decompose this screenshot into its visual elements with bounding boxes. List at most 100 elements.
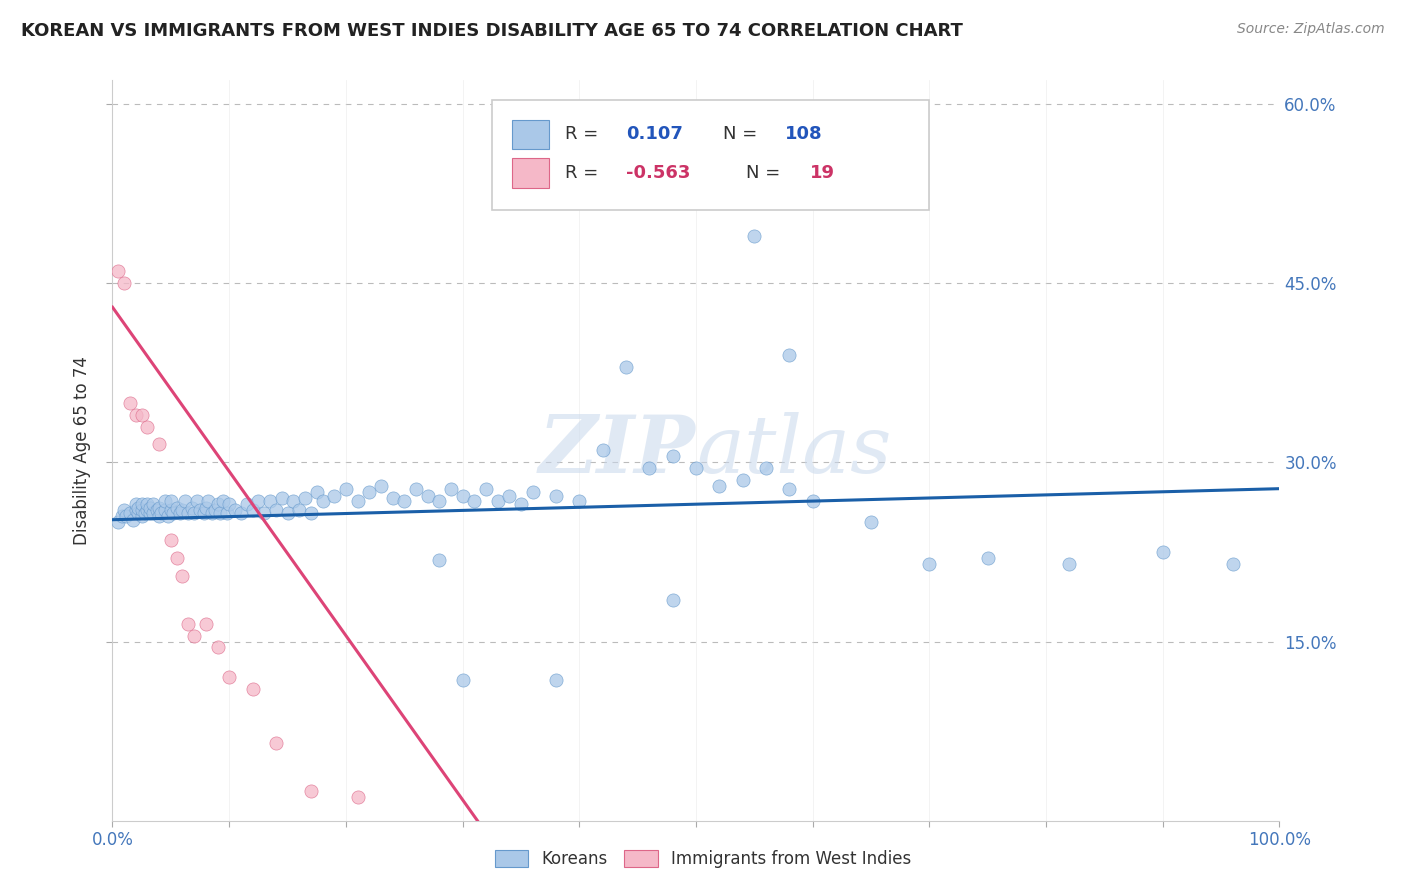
Point bbox=[186, 493, 208, 508]
Point bbox=[162, 506, 184, 520]
Point bbox=[451, 489, 474, 503]
Point bbox=[136, 503, 159, 517]
Point bbox=[335, 482, 357, 496]
Text: Source: ZipAtlas.com: Source: ZipAtlas.com bbox=[1237, 22, 1385, 37]
Point bbox=[509, 497, 531, 511]
Point bbox=[242, 682, 264, 697]
Point bbox=[212, 493, 235, 508]
Point bbox=[242, 503, 264, 517]
Point bbox=[311, 493, 333, 508]
Point bbox=[194, 616, 217, 631]
Point bbox=[976, 550, 998, 565]
Point bbox=[638, 461, 661, 475]
Legend: Koreans, Immigrants from West Indies: Koreans, Immigrants from West Indies bbox=[488, 843, 918, 875]
Point bbox=[416, 489, 439, 503]
Text: R =: R = bbox=[565, 164, 605, 182]
Point bbox=[193, 506, 215, 520]
Point bbox=[169, 506, 191, 520]
Point bbox=[207, 497, 229, 511]
Point bbox=[323, 489, 346, 503]
Point bbox=[131, 509, 153, 524]
Point bbox=[118, 506, 141, 520]
Text: KOREAN VS IMMIGRANTS FROM WEST INDIES DISABILITY AGE 65 TO 74 CORRELATION CHART: KOREAN VS IMMIGRANTS FROM WEST INDIES DI… bbox=[21, 22, 963, 40]
Point bbox=[405, 482, 427, 496]
Point bbox=[142, 497, 165, 511]
Point bbox=[107, 515, 129, 529]
Point bbox=[207, 640, 229, 655]
Point bbox=[177, 506, 200, 520]
Bar bbox=[512, 158, 548, 187]
Point bbox=[142, 506, 165, 520]
Point bbox=[218, 497, 240, 511]
Point bbox=[131, 497, 153, 511]
Point bbox=[125, 497, 148, 511]
Point bbox=[136, 419, 159, 434]
Point bbox=[160, 533, 183, 547]
Point bbox=[264, 736, 287, 750]
Point bbox=[259, 493, 281, 508]
Text: ZIP: ZIP bbox=[538, 412, 696, 489]
Point bbox=[918, 557, 941, 571]
Point bbox=[224, 503, 246, 517]
Point bbox=[160, 503, 183, 517]
Point bbox=[215, 506, 238, 520]
Point bbox=[731, 473, 754, 487]
Point bbox=[475, 482, 498, 496]
Point bbox=[177, 616, 200, 631]
Point bbox=[709, 479, 731, 493]
Point bbox=[111, 509, 134, 524]
Point bbox=[394, 493, 416, 508]
Point bbox=[661, 592, 683, 607]
Point bbox=[173, 493, 195, 508]
Point bbox=[197, 493, 219, 508]
Point bbox=[125, 408, 148, 422]
Point bbox=[134, 506, 156, 520]
Point bbox=[125, 503, 148, 517]
Text: atlas: atlas bbox=[696, 412, 891, 489]
Point bbox=[544, 489, 567, 503]
Point bbox=[709, 162, 731, 177]
Point bbox=[381, 491, 404, 506]
Point bbox=[146, 503, 169, 517]
Point bbox=[755, 461, 778, 475]
Point bbox=[305, 485, 328, 500]
Point bbox=[685, 461, 707, 475]
Point bbox=[778, 348, 800, 362]
Point bbox=[299, 784, 322, 798]
Point bbox=[204, 503, 226, 517]
Text: 108: 108 bbox=[785, 126, 823, 144]
Point bbox=[157, 509, 180, 524]
Point bbox=[218, 670, 240, 684]
Point bbox=[592, 443, 614, 458]
Point bbox=[498, 489, 520, 503]
Point bbox=[427, 493, 450, 508]
Point bbox=[1222, 557, 1244, 571]
Point bbox=[427, 553, 450, 567]
Point bbox=[235, 497, 257, 511]
FancyBboxPatch shape bbox=[492, 100, 929, 210]
Text: N =: N = bbox=[723, 126, 763, 144]
Point bbox=[183, 628, 205, 642]
Point bbox=[744, 228, 766, 243]
Text: R =: R = bbox=[565, 126, 605, 144]
Point bbox=[183, 506, 205, 520]
Point bbox=[463, 493, 485, 508]
Point bbox=[264, 503, 287, 517]
Point bbox=[122, 513, 145, 527]
Point bbox=[112, 503, 135, 517]
Point bbox=[166, 550, 188, 565]
Point bbox=[253, 506, 276, 520]
Point bbox=[486, 493, 509, 508]
Point bbox=[294, 491, 316, 506]
Point bbox=[153, 503, 176, 517]
Point bbox=[153, 493, 176, 508]
Point bbox=[346, 493, 368, 508]
Point bbox=[544, 673, 567, 687]
Point bbox=[451, 673, 474, 687]
Point bbox=[288, 503, 311, 517]
Point bbox=[139, 506, 162, 520]
Point bbox=[201, 506, 224, 520]
Point bbox=[1059, 557, 1081, 571]
Point bbox=[150, 506, 173, 520]
Point bbox=[188, 503, 211, 517]
